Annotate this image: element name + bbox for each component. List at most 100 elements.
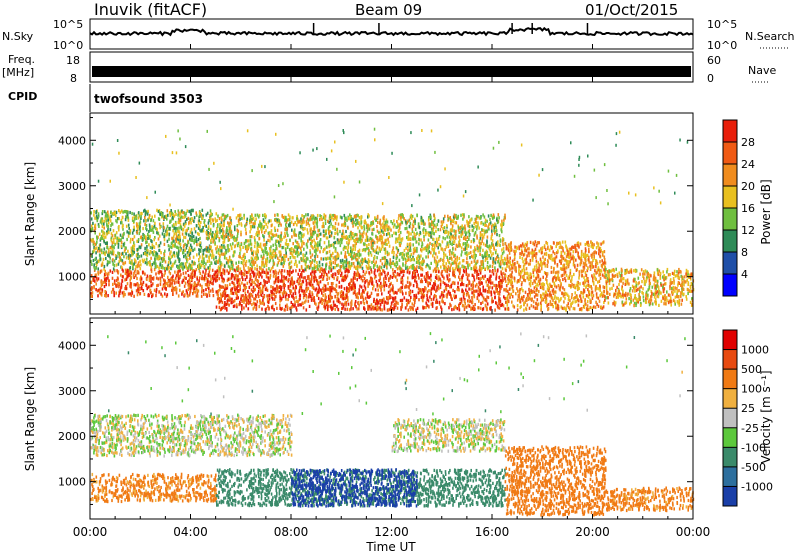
power-cell	[453, 294, 455, 297]
power-cell	[142, 271, 144, 274]
power-cell	[482, 308, 484, 311]
power-cell	[128, 292, 130, 295]
power-cell	[324, 274, 326, 277]
power-cell	[212, 269, 214, 272]
power-cell	[134, 235, 136, 238]
power-cell	[180, 226, 182, 229]
power-cell	[484, 298, 486, 301]
power-cell	[180, 249, 182, 252]
power-cell	[192, 249, 194, 252]
power-cell	[306, 282, 308, 285]
power-cell	[489, 270, 491, 273]
power-cell	[490, 257, 492, 260]
power-cell	[259, 237, 261, 240]
power-cell	[296, 308, 298, 311]
power-cell	[347, 269, 349, 272]
power-cell	[237, 279, 239, 282]
power-cell	[371, 278, 373, 281]
power-cell	[487, 302, 489, 305]
power-cell	[400, 288, 402, 291]
power-cell	[278, 224, 280, 227]
power-cell	[379, 265, 381, 268]
power-cell	[356, 278, 358, 281]
power-cell	[332, 307, 334, 310]
power-cell	[163, 235, 165, 238]
power-cell	[350, 279, 352, 282]
power-cell	[162, 295, 164, 298]
power-cell	[303, 218, 305, 221]
power-cell	[294, 256, 296, 259]
power-cell	[139, 225, 141, 228]
power-cell	[278, 272, 280, 275]
power-cell	[125, 261, 127, 264]
power-cell	[427, 290, 429, 293]
power-cell	[496, 229, 498, 232]
power-cell	[422, 247, 424, 250]
power-cell	[213, 224, 215, 227]
power-cell	[245, 278, 247, 281]
power-cell	[459, 298, 461, 301]
power-cell	[392, 289, 394, 292]
power-cell	[260, 290, 262, 293]
power-cell	[253, 286, 255, 289]
power-cell	[429, 296, 431, 299]
power-heatmap	[90, 128, 694, 312]
power-cell	[268, 276, 270, 279]
power-cell	[453, 219, 455, 222]
power-cell	[174, 214, 176, 217]
power-cell	[325, 267, 327, 270]
power-cell	[217, 245, 219, 248]
power-cell	[472, 229, 474, 232]
power-cell	[240, 233, 242, 236]
power-cell	[362, 289, 364, 292]
power-cell	[153, 219, 155, 222]
power-cell	[171, 267, 173, 270]
power-cell	[422, 298, 424, 301]
power-cell	[356, 222, 358, 225]
power-cell	[179, 289, 181, 292]
power-cell	[333, 266, 335, 269]
power-cell	[91, 294, 93, 297]
power-cell	[297, 300, 299, 303]
power-cell	[253, 250, 255, 253]
power-cell	[275, 279, 277, 282]
power-cell	[260, 245, 262, 248]
power-cell	[190, 218, 192, 221]
power-cell	[312, 253, 314, 256]
power-cell	[394, 303, 396, 306]
power-cell	[445, 287, 447, 290]
power-cell	[250, 293, 252, 296]
power-cell	[413, 267, 415, 270]
power-cell	[253, 281, 255, 284]
power-cell	[259, 267, 261, 270]
power-cell	[384, 288, 386, 291]
power-cell	[146, 240, 148, 243]
power-cell	[323, 299, 325, 302]
power-cell	[255, 214, 257, 217]
power-cell	[334, 308, 336, 311]
power-cell	[118, 285, 120, 288]
power-cell	[285, 291, 287, 294]
power-cell	[118, 263, 120, 266]
power-cell	[377, 283, 379, 286]
power-cell	[345, 230, 347, 233]
power-cell	[366, 271, 368, 274]
power-cell	[92, 222, 94, 225]
power-cell	[183, 236, 185, 239]
power-cell	[243, 216, 245, 219]
power-cell	[132, 291, 134, 294]
power-cell	[357, 292, 359, 295]
power-cell	[387, 273, 389, 276]
power-cell	[194, 248, 196, 251]
power-cell	[428, 289, 430, 292]
power-cell	[239, 302, 241, 305]
power-cell	[270, 249, 272, 252]
power-cell	[319, 250, 321, 253]
power-cell	[339, 241, 341, 244]
power-cell	[299, 279, 301, 282]
power-cell	[310, 251, 312, 254]
power-cell	[93, 263, 95, 266]
power-cell	[338, 264, 340, 267]
power-cell	[458, 235, 460, 238]
power-cell	[446, 246, 448, 249]
